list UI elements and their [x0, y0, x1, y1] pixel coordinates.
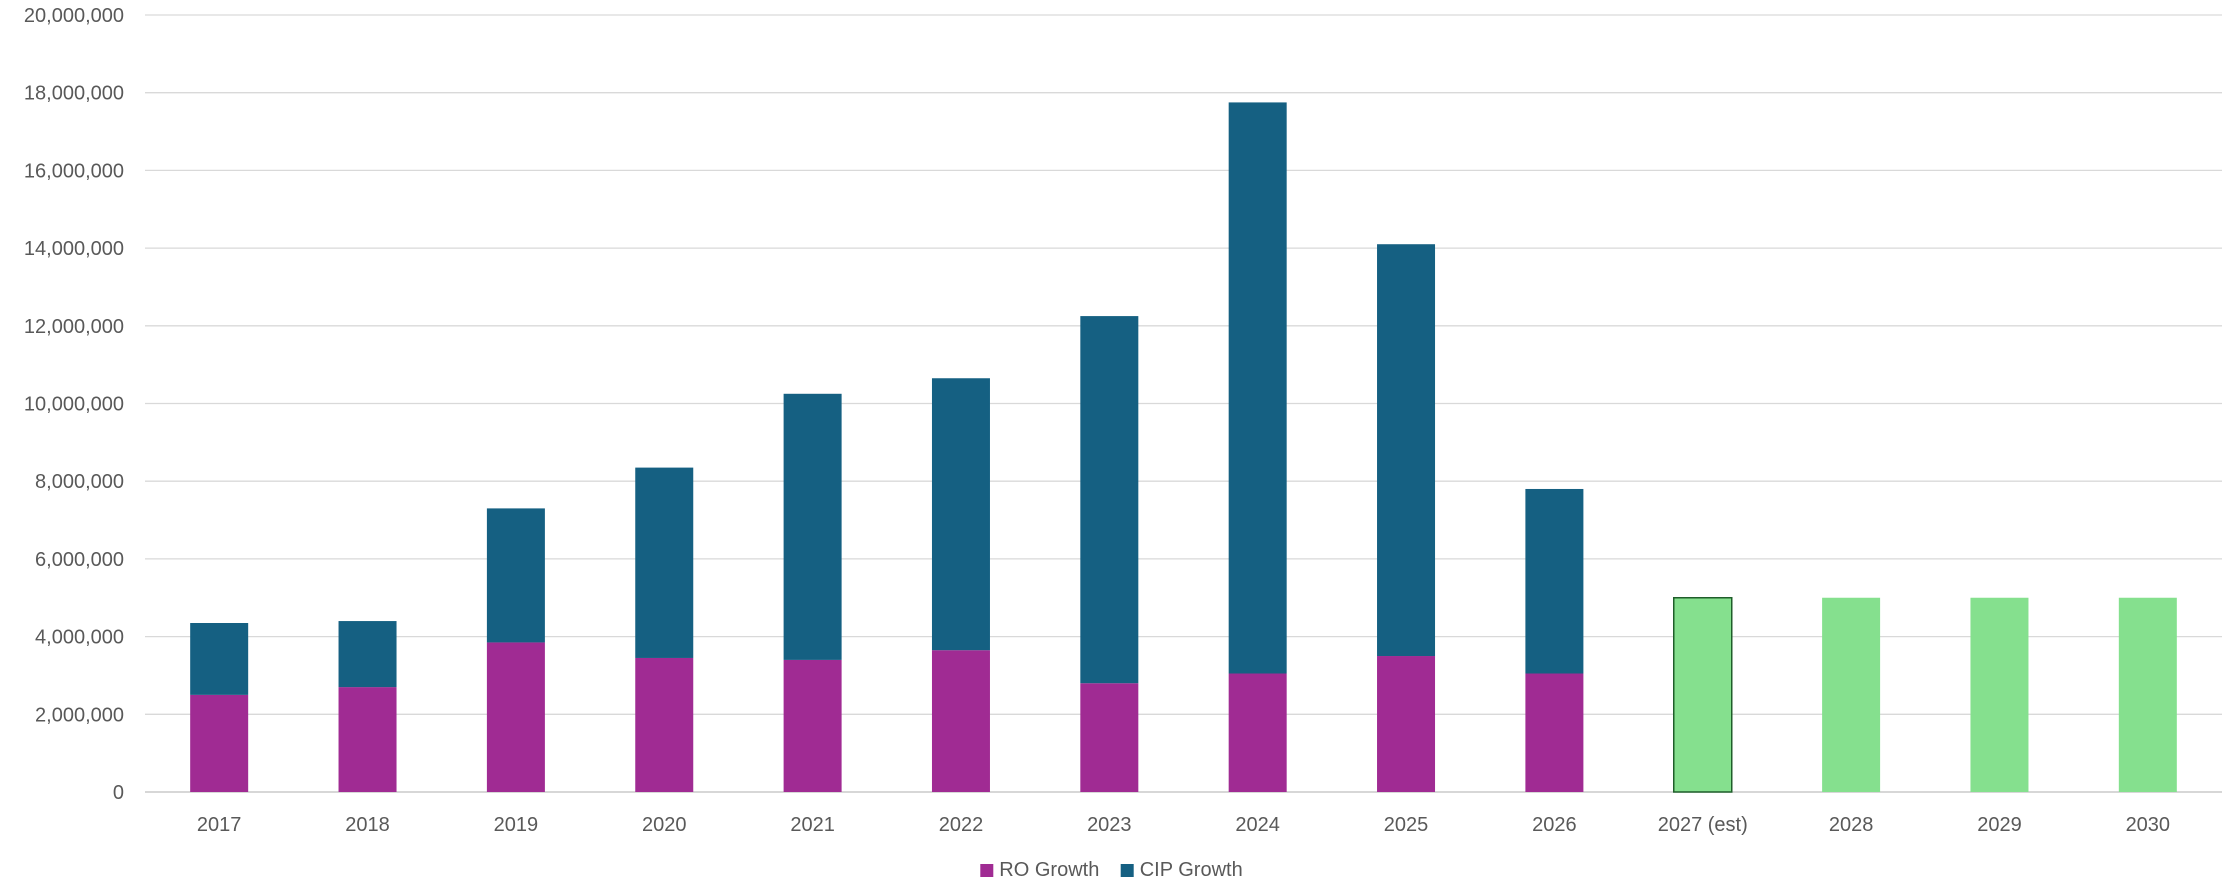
y-tick-label: 12,000,000	[24, 316, 124, 338]
y-tick-label: 8,000,000	[35, 471, 124, 493]
ro-growth-bar-2017	[190, 694, 249, 792]
x-tick-label: 2018	[345, 814, 390, 836]
y-tick-label: 18,000,000	[24, 83, 124, 105]
x-tick-label: 2026	[1532, 814, 1577, 836]
x-tick-label: 2028	[1829, 814, 1874, 836]
cip-growth-bar-2025	[1377, 244, 1436, 657]
x-tick-label: 2027 (est)	[1658, 814, 1748, 836]
x-tick-label: 2030	[2126, 814, 2171, 836]
ro-growth-bar-2019	[486, 642, 545, 792]
cip-growth-bar-2021	[783, 393, 842, 660]
cip-growth-bar-2020	[635, 467, 694, 658]
y-tick-label: 10,000,000	[24, 394, 124, 416]
gridlines	[145, 14, 2222, 793]
cip-growth-bar-2022	[931, 378, 990, 651]
ro-growth-bar-2023	[1080, 683, 1139, 792]
y-tick-label: 4,000,000	[35, 627, 124, 649]
cip-growth-bar-2019	[486, 508, 545, 643]
ro-growth-bar-2021	[783, 659, 842, 792]
cip-growth-bar-2024	[1228, 102, 1287, 674]
ro-growth-bar-2025	[1377, 656, 1436, 792]
projected-bar-2030	[2118, 597, 2177, 792]
y-tick-label: 6,000,000	[35, 549, 124, 571]
x-tick-label: 2029	[1977, 814, 2022, 836]
legend-label: CIP Growth	[1140, 859, 1243, 881]
legend-entry-ro-growth: RO Growth	[980, 859, 1099, 881]
projected-bar-2028	[1822, 597, 1881, 792]
y-tick-label: 0	[113, 782, 124, 804]
y-tick-label: 16,000,000	[24, 160, 124, 182]
projected-bar-2027-est	[1673, 597, 1733, 793]
ro-growth-bar-2018	[338, 687, 397, 792]
bars	[190, 102, 2177, 793]
cip-growth-bar-2017	[190, 623, 249, 695]
legend: RO Growth CIP Growth	[980, 859, 1243, 881]
legend-entry-cip-growth: CIP Growth	[1120, 859, 1243, 881]
x-axis-tick-labels: 2017 2018 2019 2020 2021 2022 2023 2024 2025 2026…	[197, 814, 2170, 836]
y-tick-label: 14,000,000	[24, 238, 124, 260]
y-tick-label: 2,000,000	[35, 704, 124, 726]
legend-swatch	[1120, 864, 1134, 877]
legend-label: RO Growth	[999, 859, 1099, 881]
cip-growth-bar-2018	[338, 621, 397, 688]
projected-bar-2029	[1970, 597, 2029, 792]
y-axis-tick-labels: 0 2,000,000 4,000,000 6,000,000 8,000,000 10,…	[24, 5, 124, 804]
x-tick-label: 2019	[494, 814, 539, 836]
legend-swatch	[980, 864, 994, 877]
x-tick-label: 2024	[1235, 814, 1280, 836]
x-tick-label: 2021	[790, 814, 835, 836]
x-tick-label: 2017	[197, 814, 242, 836]
ro-growth-bar-2026	[1525, 673, 1584, 792]
x-tick-label: 2020	[642, 814, 687, 836]
y-tick-label: 20,000,000	[24, 5, 124, 27]
x-tick-label: 2022	[939, 814, 984, 836]
x-tick-label: 2025	[1384, 814, 1429, 836]
cip-growth-bar-2026	[1525, 488, 1584, 674]
ro-growth-bar-2022	[931, 650, 990, 792]
ro-growth-bar-2020	[635, 657, 694, 792]
ro-growth-bar-2024	[1228, 673, 1287, 792]
cip-growth-bar-2023	[1080, 316, 1139, 684]
x-tick-label: 2023	[1087, 814, 1132, 836]
